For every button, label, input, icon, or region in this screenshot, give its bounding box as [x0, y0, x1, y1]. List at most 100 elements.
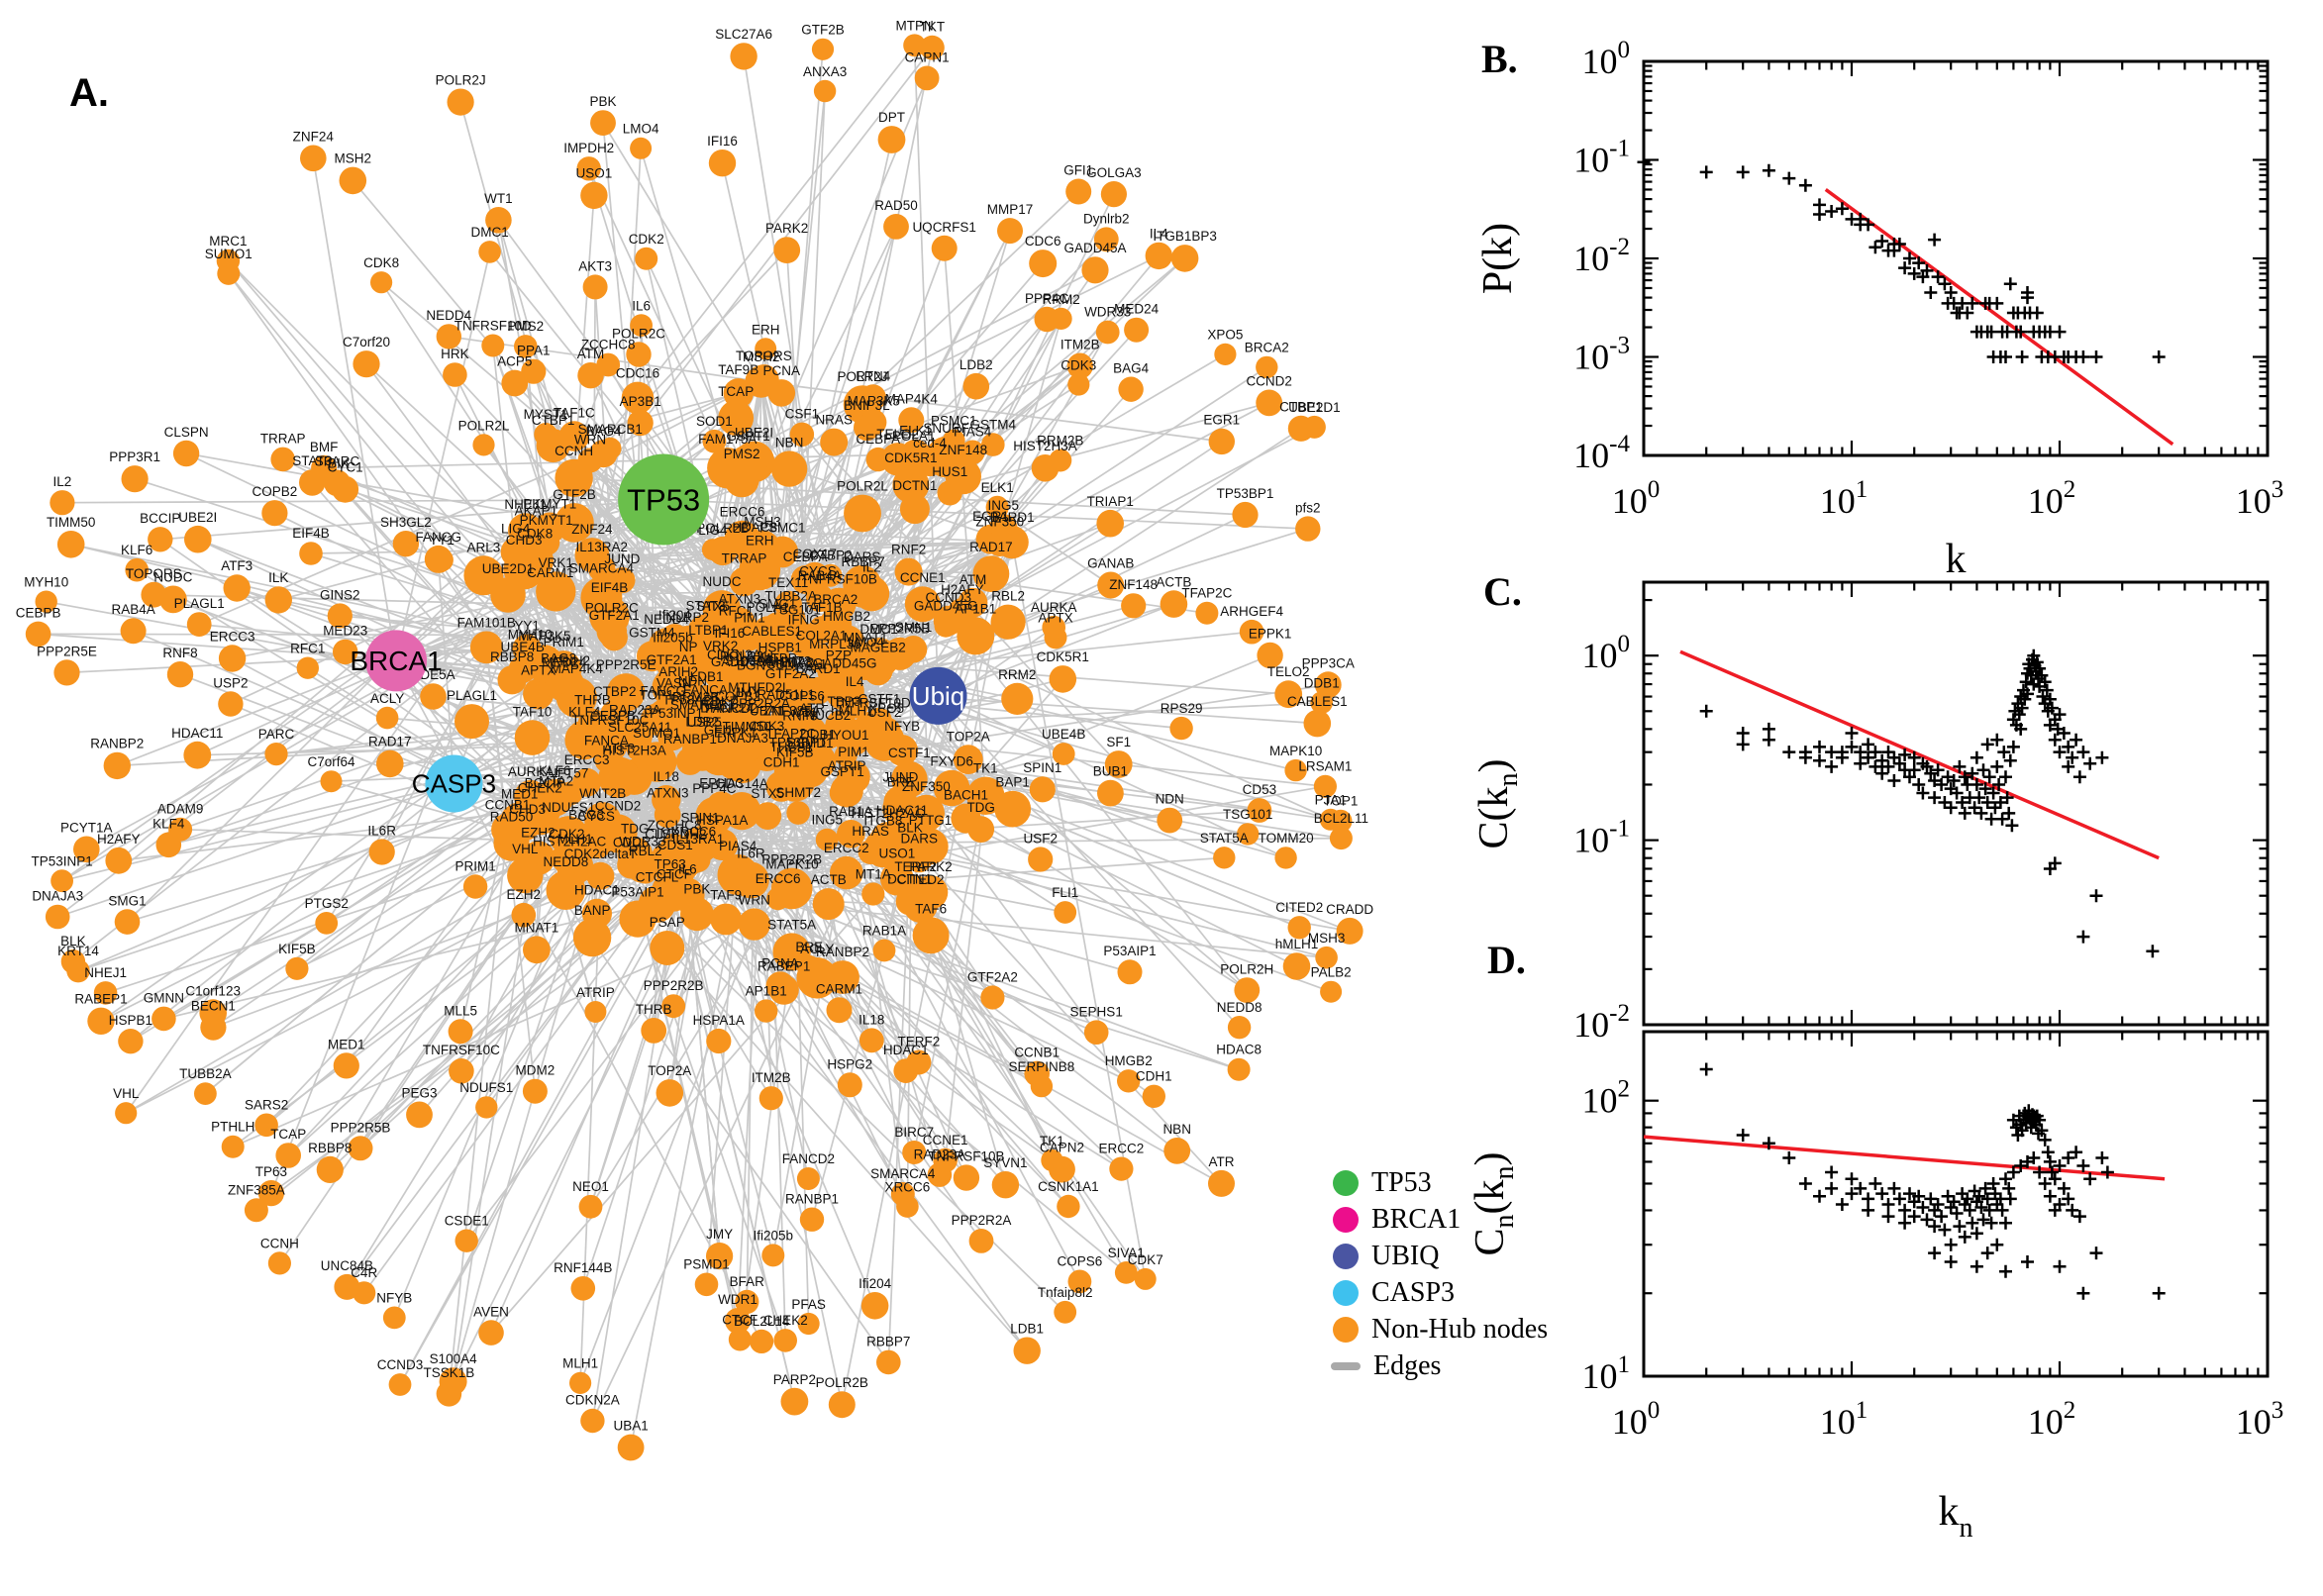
network-node — [694, 1272, 719, 1297]
gene-label: CDC6 — [613, 836, 650, 850]
gene-label: MED23 — [323, 624, 367, 639]
gene-label: GSTM4 — [970, 417, 1017, 432]
gene-label: pfs2 — [1295, 500, 1321, 515]
fit-line — [1824, 188, 2174, 447]
gene-label: HDAC11 — [876, 803, 928, 818]
gene-label: Ifi204 — [858, 1276, 892, 1291]
gene-label: HMGB2 — [823, 609, 870, 624]
gene-label: PPA1 — [517, 344, 551, 358]
gene-label: BUB1 — [1093, 764, 1128, 779]
gene-label: POLR2C — [585, 601, 639, 616]
gene-label: KIF5B — [776, 746, 814, 760]
network-node — [1034, 306, 1060, 333]
network-node — [576, 156, 601, 181]
gene-label: ELK1 — [899, 424, 932, 439]
gene-label: TAF6 — [915, 901, 947, 916]
gene-label: CSNK1A1 — [766, 657, 828, 672]
gene-label: IFNG — [788, 612, 820, 627]
gene-label: ELK1 — [981, 480, 1014, 495]
network-node — [735, 1289, 759, 1314]
gene-label: Tnfaip8l2 — [1038, 1285, 1093, 1300]
gene-label: RBBP7 — [841, 554, 884, 569]
gene-label: CCND3 — [377, 1357, 424, 1372]
network-node — [1287, 916, 1311, 940]
gene-label: BAG3 — [541, 650, 576, 665]
network-node — [789, 628, 819, 657]
gene-label: ERH — [752, 322, 780, 337]
network-node — [766, 887, 790, 911]
gene-label: LTBP1 — [688, 623, 728, 638]
gene-label: ING5 — [987, 498, 1019, 513]
network-node — [860, 409, 887, 436]
gene-label: BRE — [795, 940, 823, 954]
gene-label: H2AFY — [941, 582, 984, 597]
network-node — [858, 1028, 884, 1053]
network-node — [707, 448, 749, 489]
gene-label: MTHFD2L — [728, 680, 790, 695]
gene-label: MYH10 — [508, 628, 553, 643]
network-node — [218, 645, 247, 672]
network-node — [382, 1306, 406, 1330]
network-node — [1134, 1267, 1157, 1290]
network-node — [599, 437, 622, 460]
scatter-points — [1699, 1062, 2166, 1300]
network-node — [797, 1312, 820, 1336]
gene-label: GTF2A2 — [967, 969, 1018, 984]
gene-label: ATF3 — [603, 742, 635, 756]
gene-label: RFC1 — [290, 642, 325, 656]
network-node — [1234, 977, 1261, 1003]
network-node — [514, 720, 551, 755]
gene-label: EPPK1 — [1249, 627, 1292, 642]
gene-label: USO1 — [879, 847, 916, 861]
gene-label: C4R — [351, 1265, 377, 1280]
network-node — [767, 379, 796, 407]
network-node — [967, 816, 995, 843]
gene-label: PIM1 — [734, 610, 765, 625]
network-node — [1054, 1300, 1077, 1324]
network-hubs: TP53 BRCA1 Ubiq CASP3 — [350, 453, 967, 813]
network-node — [1313, 774, 1337, 798]
gene-label: CDK7 — [701, 694, 737, 709]
gene-label: TOMM20 — [1259, 831, 1314, 846]
gene-label: RNF8 — [782, 709, 817, 724]
gene-label: GMNN — [144, 991, 184, 1006]
gene-label: TSSK1B — [424, 1365, 475, 1380]
gene-label: ZCCHC8 — [648, 818, 702, 833]
gene-label: DNAJA3 — [32, 889, 83, 904]
gene-label: PALB2 — [1311, 965, 1352, 980]
gene-label: XRCC6 — [670, 825, 716, 840]
network-node — [1095, 320, 1120, 345]
gene-label: MTA2 — [539, 774, 573, 789]
network-node — [903, 34, 926, 57]
gene-label: LIG4 — [501, 522, 531, 537]
gene-label: CDC16 — [616, 366, 659, 381]
network-node — [523, 678, 555, 710]
legend-row-casp3: CASP3 — [1333, 1274, 1548, 1311]
network-node — [594, 748, 619, 773]
gene-label: IFT57 — [554, 765, 588, 780]
network-node — [685, 848, 711, 872]
network-node — [706, 791, 737, 822]
panel-a-label: A. — [69, 71, 109, 115]
gene-label: MAGEB2 — [851, 641, 906, 655]
gene-label: JUND — [882, 770, 918, 785]
gene-label: RAB1A — [829, 804, 872, 819]
gene-label: LDB2 — [685, 715, 719, 730]
network-node — [485, 207, 512, 234]
network-node — [339, 166, 367, 195]
network-node — [725, 1308, 751, 1334]
gene-label: PARK2 — [909, 859, 952, 874]
network-node — [121, 465, 149, 493]
gene-label: FANCA — [683, 683, 728, 698]
gene-label: POLR2L — [837, 479, 888, 494]
gene-label: MNAT1 — [844, 631, 888, 646]
gene-label: TSG101 — [1223, 807, 1272, 822]
y-tick-label: 10-3 — [1573, 333, 1630, 377]
network-node — [1118, 376, 1144, 402]
y-tick-label: 10-1 — [1573, 136, 1630, 180]
network-node — [626, 342, 652, 367]
gene-label: PPP4C — [1025, 291, 1069, 306]
network-node — [1232, 501, 1259, 529]
